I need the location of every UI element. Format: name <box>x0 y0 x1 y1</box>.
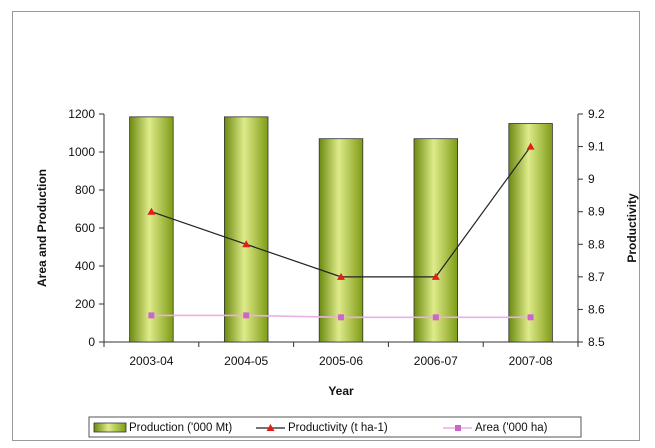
productivity-point <box>242 240 251 248</box>
right-axis-tick-label: 8.6 <box>588 302 605 316</box>
right-axis-tick-label: 8.5 <box>588 335 605 349</box>
left-axis-title: Area and Production <box>35 169 49 287</box>
production-bar <box>129 116 174 343</box>
x-axis-tick-label: 2007-08 <box>509 354 553 368</box>
right-axis-tick-label: 9.2 <box>588 107 605 121</box>
productivity-point <box>526 142 535 150</box>
right-axis-tick-label: 9.1 <box>588 140 605 154</box>
x-axis-tick-label: 2005-06 <box>319 354 363 368</box>
production-bar <box>508 123 553 343</box>
productivity-point <box>337 272 345 280</box>
x-axis-tick-label: 2004-05 <box>224 354 268 368</box>
left-axis-tick-label: 200 <box>75 297 95 311</box>
area-point <box>338 314 344 321</box>
left-axis-tick-label: 400 <box>75 259 95 273</box>
legend-swatch-production <box>93 422 127 433</box>
legend-label-productivity: Productivity (t ha-1) <box>288 422 388 434</box>
legend: Production ('000 Mt) Productivity (t ha-… <box>88 416 582 438</box>
legend-swatch-productivity-marker <box>266 424 275 431</box>
legend-label-production: Production ('000 Mt) <box>129 422 232 434</box>
production-bar <box>318 138 364 343</box>
x-axis-tick-label: 2003-04 <box>129 354 173 368</box>
area-point <box>527 314 534 321</box>
area-point <box>243 312 250 319</box>
production-bar <box>223 116 269 343</box>
legend-box <box>88 416 582 438</box>
left-axis-tick-label: 1000 <box>68 145 95 159</box>
left-axis-tick-label: 0 <box>88 335 95 349</box>
right-axis-tick-label: 9 <box>588 172 595 186</box>
area-point <box>432 314 439 321</box>
area-point <box>148 312 155 319</box>
left-axis-tick-label: 800 <box>75 183 95 197</box>
legend-swatch-area-marker <box>455 425 461 431</box>
productivity-point <box>431 272 440 280</box>
right-axis-tick-label: 8.9 <box>588 205 605 219</box>
production-bar <box>413 138 459 343</box>
left-axis-tick-label: 600 <box>75 221 95 235</box>
x-axis-tick-label: 2006-07 <box>414 354 458 368</box>
right-axis-title: Productivity <box>625 193 639 263</box>
x-axis-title: Year <box>328 384 354 398</box>
right-axis-tick-label: 8.7 <box>588 270 605 284</box>
left-axis-tick-label: 1200 <box>68 107 95 121</box>
right-axis-tick-label: 8.8 <box>588 237 605 251</box>
productivity-point <box>147 207 156 215</box>
legend-label-area: Area ('000 ha) <box>475 422 548 434</box>
